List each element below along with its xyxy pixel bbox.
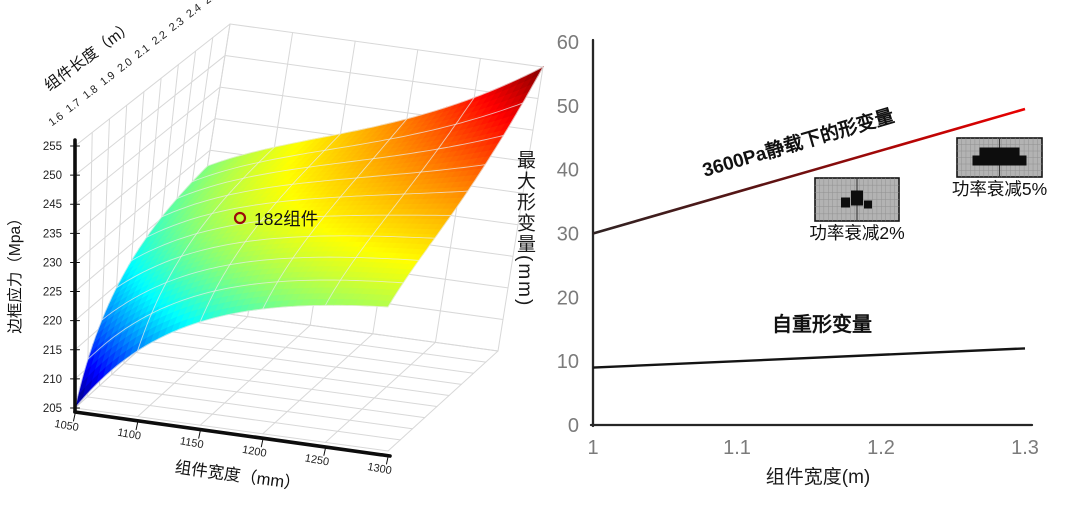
y-tick-labels: 0 10 20 30 40 50 60 — [557, 32, 579, 437]
z-tick-labels: 205 210 215 220 225 230 235 245 250 255 — [43, 141, 80, 415]
annotation-marker — [233, 211, 247, 225]
y-tick-label: 60 — [557, 32, 579, 54]
annotation-182: 182组件 — [233, 209, 318, 229]
inset-label: 功率衰减2% — [809, 223, 904, 243]
inset-power-loss-2pct: 功率衰减2% — [809, 177, 905, 243]
static-load-line — [592, 107, 1026, 235]
stress-surface-chart: 205 210 215 220 225 230 235 245 250 255 1050 1100 11… — [5, 0, 544, 494]
self-weight-label: 自重形变量 — [772, 312, 872, 336]
y-tick-label: 2.5 — [201, 0, 220, 7]
y-tick-label: 2.2 — [150, 29, 169, 48]
x-axis-title: 组件宽度（mm） — [174, 458, 302, 494]
defect-blob — [979, 147, 1020, 157]
z-tick-label: 230 — [43, 257, 62, 269]
z-tick-label: 250 — [43, 170, 62, 182]
y-tick-label: 2.3 — [167, 15, 186, 34]
inset-label: 功率衰减5% — [952, 179, 1047, 199]
y-tick-label: 1.7 — [64, 97, 83, 116]
defect-blob — [841, 197, 850, 208]
x-tick-labels: 1 1.1 1.2 1.3 — [587, 437, 1038, 459]
y-tick-label: 40 — [557, 160, 579, 182]
x-tick-labels: 1050 1100 1150 1200 1250 1300 — [53, 413, 393, 477]
self-weight-line — [592, 347, 1026, 369]
floor-grid — [74, 307, 499, 452]
annotation-label: 182组件 — [254, 209, 318, 229]
x-tick-label: 1200 — [241, 444, 267, 460]
x-tick-label: 1250 — [304, 452, 330, 468]
y-tick-label: 20 — [557, 287, 579, 309]
x-tick-label: 1.3 — [1011, 437, 1039, 459]
y-tick-label: 10 — [557, 351, 579, 373]
surface-gridlines — [74, 66, 544, 409]
y-tick-label: 2.1 — [133, 42, 152, 61]
right-y-axis-title: 最大形变量(mm) — [514, 150, 535, 308]
z-tick-label: 215 — [43, 345, 62, 357]
defect-blob — [864, 200, 872, 209]
y-tick-label: 30 — [557, 224, 579, 246]
y-tick-label: 50 — [557, 96, 579, 118]
x-axis-title: 组件宽度(m) — [766, 466, 870, 488]
x-axis-line — [73, 410, 392, 458]
x-tick-label: 1.2 — [867, 437, 895, 459]
inset-power-loss-5pct: 功率衰减5% — [952, 137, 1047, 199]
x-tick-label: 1.1 — [723, 437, 751, 459]
x-tick-label: 1050 — [53, 418, 79, 434]
y-tick-label: 0 — [568, 415, 579, 437]
y-tick-label: 1.8 — [81, 83, 100, 102]
static-load-label: 3600Pa静载下的形变量 — [700, 104, 897, 182]
x-tick-label: 1300 — [366, 461, 392, 477]
z-tick-label: 220 — [43, 316, 62, 328]
defect-blob — [972, 155, 1027, 166]
y-tick-label: 1.9 — [98, 70, 117, 89]
z-axis-title: 边框应力（Mpa） — [5, 210, 24, 333]
defect-blob — [851, 190, 863, 206]
z-tick-label: 255 — [43, 141, 62, 153]
z-tick-label: 225 — [43, 287, 62, 299]
z-tick-label: 235 — [43, 228, 62, 240]
deformation-line-chart: 0 10 20 30 40 50 60 1 1.1 1.2 1.3 组件宽度(m) 3600Pa静载下的… — [557, 32, 1047, 488]
z-tick-label: 210 — [43, 374, 62, 386]
z-tick-label: 205 — [43, 403, 62, 415]
z-tick-label: 245 — [43, 199, 62, 211]
y-tick-label: 2.4 — [184, 2, 203, 21]
y-tick-label: 2.0 — [115, 56, 134, 75]
x-tick-label: 1 — [587, 437, 598, 459]
y-axis-title: 组件长度（m） — [41, 17, 137, 94]
y-tick-label: 1.6 — [46, 110, 65, 129]
x-tick-label: 1150 — [179, 435, 204, 451]
surface-mesh — [74, 66, 544, 409]
x-tick-label: 1100 — [116, 427, 141, 443]
